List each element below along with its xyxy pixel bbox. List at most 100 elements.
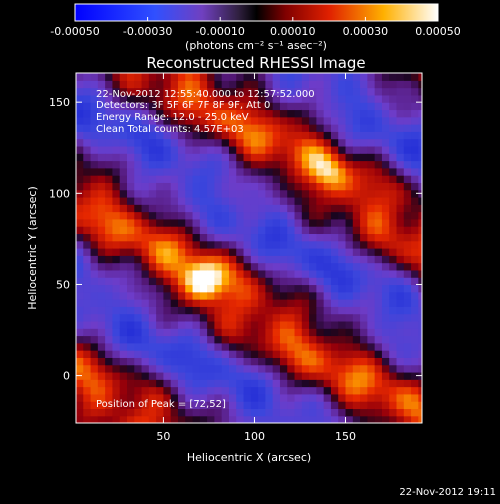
heatmap-cell — [258, 328, 266, 337]
heatmap-cell — [126, 408, 135, 417]
heatmap-cell — [90, 269, 99, 278]
heatmap-cell — [272, 145, 281, 154]
heatmap-cell — [403, 269, 412, 278]
heatmap-cell — [243, 313, 252, 322]
heatmap-cell — [403, 364, 412, 373]
heatmap-cell — [287, 284, 296, 293]
heatmap-cell — [185, 408, 194, 417]
heatmap-cell — [367, 145, 376, 154]
heatmap-cell — [134, 408, 143, 417]
heatmap-cell — [381, 145, 390, 154]
heatmap-cell — [163, 284, 172, 293]
heatmap-cell — [156, 335, 165, 344]
heatmap-cell — [330, 204, 339, 213]
heatmap-cell — [170, 218, 179, 227]
heatmap-cell — [250, 364, 259, 373]
heatmap-cell — [316, 116, 325, 125]
heatmap-cell — [396, 248, 405, 256]
heatmap-cell — [156, 291, 165, 300]
heatmap-cell — [207, 262, 215, 271]
heatmap-cell — [323, 248, 332, 256]
heatmap-cell — [105, 306, 114, 315]
heatmap-cell — [243, 124, 252, 132]
heatmap-cell — [265, 153, 274, 162]
heatmap-cell — [287, 204, 296, 213]
heatmap-cell — [352, 379, 361, 388]
heatmap-cell — [352, 415, 361, 423]
heatmap-cell — [236, 284, 245, 293]
heatmap-cell — [83, 299, 92, 307]
heatmap-cell — [287, 342, 296, 351]
heatmap-cell — [177, 401, 186, 410]
heatmap-cell — [76, 357, 84, 366]
heatmap-cell — [265, 175, 274, 183]
heatmap-cell — [236, 233, 245, 242]
heatmap-cell — [360, 299, 368, 307]
heatmap-cell — [156, 269, 165, 278]
heatmap-cell — [156, 306, 165, 315]
heatmap-cell — [207, 248, 215, 256]
heatmap-cell — [403, 299, 412, 307]
heatmap-cell — [207, 357, 215, 366]
heatmap-cell — [119, 306, 128, 315]
heatmap-cell — [287, 320, 296, 329]
heatmap-cell — [294, 189, 303, 198]
heatmap-cell — [228, 116, 237, 125]
heatmap-cell — [301, 255, 310, 264]
heatmap-cell — [156, 211, 165, 220]
heatmap-cell — [199, 138, 208, 147]
heatmap-cell — [76, 262, 84, 271]
heatmap-cell — [214, 350, 223, 358]
heatmap-cell — [105, 328, 114, 337]
heatmap-cell — [221, 299, 230, 307]
heatmap-cell — [185, 226, 194, 235]
heatmap-cell — [316, 226, 325, 235]
heatmap-cell — [112, 393, 121, 402]
heatmap-cell — [272, 320, 281, 329]
heatmap-cell — [338, 269, 347, 278]
heatmap-cell — [374, 320, 383, 329]
heatmap-cell — [112, 335, 121, 344]
heatmap-cell — [141, 87, 150, 96]
heatmap-cell — [403, 335, 412, 344]
heatmap-cell — [134, 73, 143, 81]
heatmap-cell — [250, 196, 259, 205]
heatmap-cell — [126, 226, 135, 235]
heatmap-cell — [287, 240, 296, 249]
heatmap-cell — [294, 73, 303, 81]
heatmap-cell — [330, 73, 339, 81]
heatmap-cell — [112, 102, 121, 111]
heatmap-cell — [381, 109, 390, 118]
heatmap-cell — [236, 211, 245, 220]
heatmap-cell — [185, 320, 194, 329]
heatmap-cell — [214, 262, 223, 271]
heatmap-cell — [323, 357, 332, 366]
heatmap-cell — [301, 379, 310, 388]
heatmap-cell — [119, 386, 128, 395]
heatmap-cell — [389, 218, 398, 227]
heatmap-cell — [214, 371, 223, 380]
heatmap-cell — [76, 415, 84, 423]
heatmap-cell — [90, 350, 99, 358]
heatmap-cell — [156, 124, 165, 132]
heatmap-cell — [250, 189, 259, 198]
heatmap-cell — [352, 313, 361, 322]
heatmap-cell — [236, 371, 245, 380]
heatmap-cell — [97, 262, 106, 271]
heatmap-cell — [279, 94, 288, 103]
heatmap-cell — [338, 408, 347, 417]
heatmap-cell — [323, 386, 332, 395]
heatmap-cell — [126, 73, 135, 81]
heatmap-cell — [309, 182, 317, 191]
heatmap-cell — [374, 124, 383, 132]
heatmap-cell — [258, 306, 266, 315]
heatmap-cell — [156, 167, 165, 176]
heatmap-cell — [141, 204, 150, 213]
heatmap-cell — [112, 357, 121, 366]
heatmap-cell — [330, 306, 339, 315]
heatmap-cell — [134, 342, 143, 351]
heatmap-cell — [97, 167, 106, 176]
heatmap-cell — [301, 160, 310, 169]
heatmap-cell — [360, 364, 368, 373]
